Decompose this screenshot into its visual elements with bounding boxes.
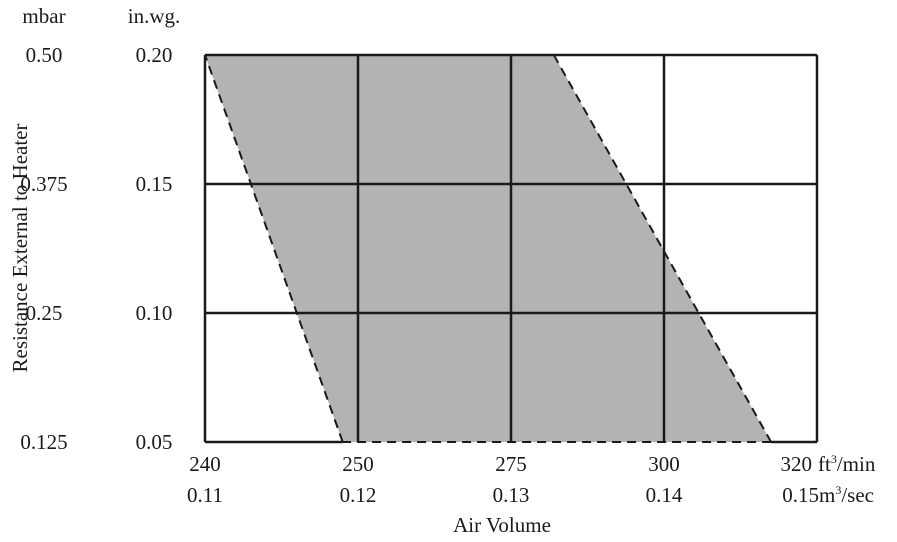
gridlines xyxy=(205,55,817,442)
y-tick-sublabel-0.375: 0.375 xyxy=(20,172,67,196)
x-tick-sublabel-0.13: 0.13 xyxy=(493,483,530,507)
y-tick-sublabel-0.50: 0.50 xyxy=(26,43,63,67)
envelope-layer xyxy=(205,55,772,442)
x-tick-label-250: 250 xyxy=(342,452,374,476)
x-tick-label-300: 300 xyxy=(648,452,680,476)
x-tick-sublabel-0.12: 0.12 xyxy=(340,483,377,507)
x-tick-label-320: 320 xyxy=(781,452,813,476)
x-tick-sublabel-0.11: 0.11 xyxy=(187,483,223,507)
y-unit-secondary: mbar xyxy=(22,4,65,28)
x-tick-sublabel-0.15: 0.15 xyxy=(782,483,819,507)
y-tick-label-0.05: 0.05 xyxy=(136,430,173,454)
y-tick-sublabel-0.125: 0.125 xyxy=(20,430,67,454)
operating-envelope-0 xyxy=(205,55,772,442)
plot-frame xyxy=(203,53,819,444)
y-tick-label-0.20: 0.20 xyxy=(136,43,173,67)
envelope-edge-0-3 xyxy=(204,54,344,443)
x-unit-primary: ft3/min xyxy=(818,452,876,476)
y-tick-label-0.10: 0.10 xyxy=(136,301,173,325)
x-tick-label-275: 275 xyxy=(495,452,527,476)
tick-labels: 240 0.11 250 0.12 275 0.13 300 0.14 320 0.15 0.20 0… xyxy=(20,43,819,507)
y-axis-title: Resistance External to Heater xyxy=(8,124,32,373)
y-tick-sublabel-0.25: 0.25 xyxy=(26,301,63,325)
y-unit-primary: in.wg. xyxy=(128,4,181,28)
x-tick-label-240: 240 xyxy=(189,452,221,476)
y-tick-label-0.15: 0.15 xyxy=(136,172,173,196)
x-axis-title: Air Volume xyxy=(453,513,551,537)
x-unit-secondary: m3/sec xyxy=(819,483,874,507)
x-tick-sublabel-0.14: 0.14 xyxy=(646,483,683,507)
